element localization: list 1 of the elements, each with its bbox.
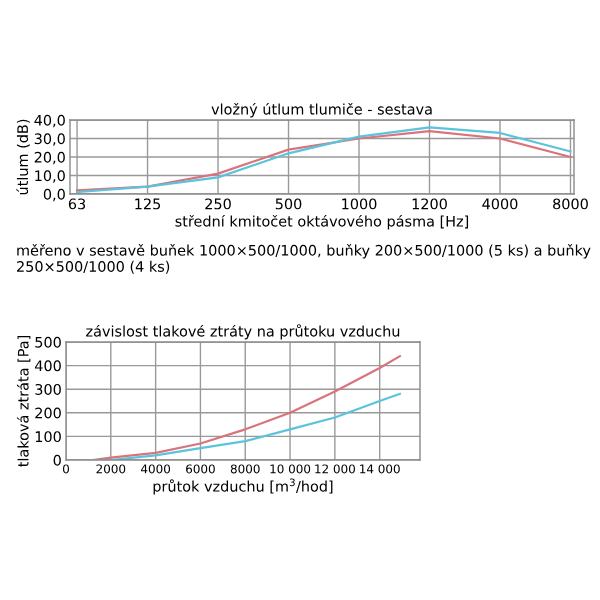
line-series bbox=[91, 355, 401, 460]
